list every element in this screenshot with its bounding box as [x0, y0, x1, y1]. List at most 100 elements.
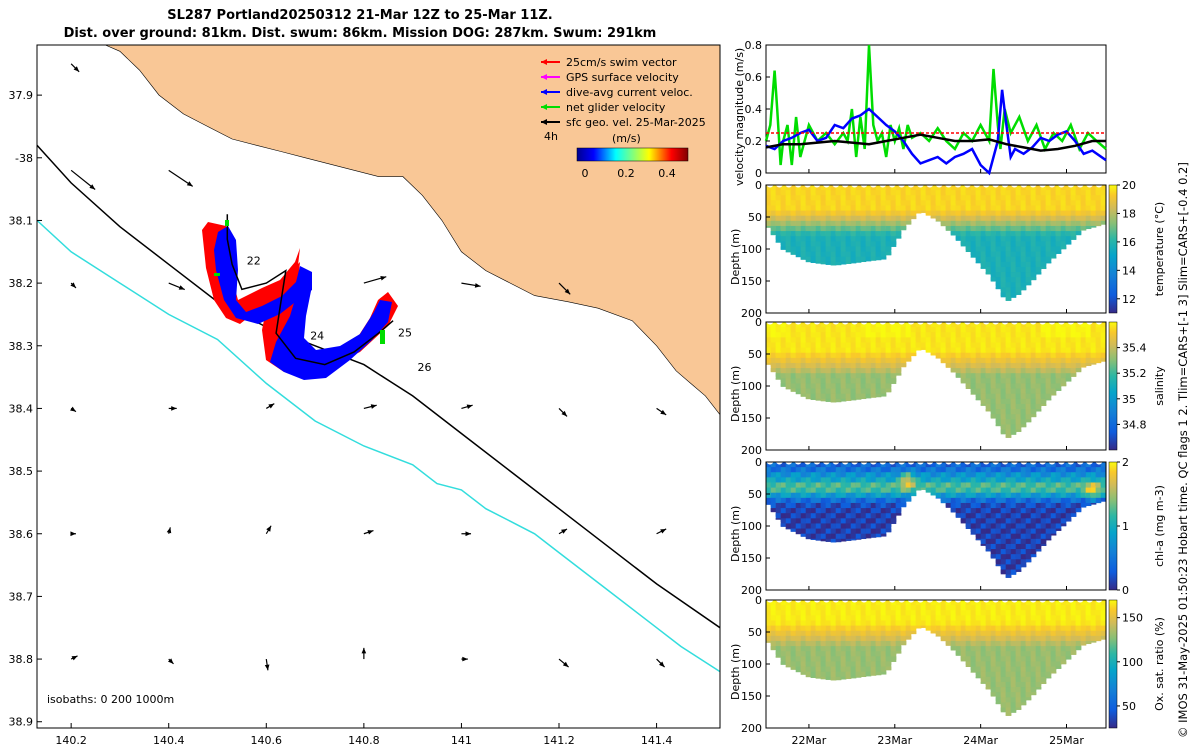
section-cell — [1000, 388, 1007, 398]
section-cell — [870, 388, 877, 398]
section-cell — [1060, 610, 1067, 619]
section-cell — [765, 347, 772, 357]
section-cell — [855, 630, 862, 640]
section-cell — [1040, 620, 1047, 630]
section-cell — [790, 205, 797, 215]
section-cell — [1060, 487, 1067, 497]
section-cell — [810, 236, 817, 245]
section-cell — [875, 508, 882, 517]
section-cell — [765, 482, 772, 492]
section-cell — [835, 518, 842, 527]
section-cell — [965, 651, 972, 660]
section-cell — [885, 625, 892, 635]
section-cell — [855, 502, 862, 512]
section-cell — [1015, 403, 1022, 413]
section-cell — [995, 195, 1002, 204]
section-cell — [1045, 225, 1052, 235]
section-cell — [765, 472, 772, 481]
section-cell — [1060, 373, 1067, 382]
surface-scallop — [766, 457, 774, 465]
section-cell — [1000, 332, 1007, 341]
geo-vector-arrowhead — [465, 531, 472, 537]
section-cell — [850, 251, 857, 261]
section-cell — [895, 610, 902, 619]
section-cell — [1095, 625, 1102, 635]
section-cell — [1020, 241, 1027, 250]
section-cell — [910, 487, 917, 497]
surface-scallop — [1010, 180, 1018, 188]
section-cell — [910, 477, 917, 486]
surface-scallop — [1039, 317, 1047, 325]
surface-scallop — [1095, 180, 1103, 188]
section-cell — [1005, 620, 1012, 630]
section-cell — [1060, 220, 1067, 230]
section-cell — [810, 615, 817, 624]
section-cell — [1015, 414, 1022, 423]
section-cell — [890, 236, 897, 245]
section-cell — [880, 513, 887, 522]
section-cell — [865, 502, 872, 512]
section-cell — [950, 487, 957, 497]
section-cell — [1010, 564, 1017, 573]
section-cell — [990, 635, 997, 645]
section-cell — [835, 482, 842, 492]
section-cell — [1010, 513, 1017, 522]
section-cell — [885, 383, 892, 393]
section-cell — [835, 676, 842, 681]
section-cell — [865, 620, 872, 630]
section-cell — [825, 523, 832, 533]
section-cell — [885, 195, 892, 204]
section-cell — [875, 513, 882, 522]
section-cell — [780, 605, 787, 614]
surface-scallop — [992, 180, 1000, 188]
section-cell — [1080, 640, 1087, 646]
section-cell — [785, 528, 792, 530]
section-cell — [795, 322, 802, 331]
section-cell — [950, 322, 957, 331]
section-cell — [940, 625, 947, 635]
section-cell — [1095, 337, 1102, 346]
section-cell — [850, 538, 857, 541]
section-cell — [1005, 687, 1012, 696]
section-cell — [970, 256, 977, 258]
section-cell — [995, 373, 1002, 382]
section-cell — [955, 625, 962, 635]
section-cell — [770, 625, 777, 635]
section-cell — [815, 241, 822, 250]
section-cell — [1000, 610, 1007, 619]
section-cell — [890, 656, 897, 662]
section-cell — [880, 533, 887, 537]
section-cell — [965, 630, 972, 640]
surface-scallop — [1067, 317, 1075, 325]
section-cell — [925, 347, 932, 353]
section-cell — [1085, 347, 1092, 357]
section-cell — [835, 251, 842, 261]
section-cell — [855, 342, 862, 352]
section-cell — [815, 352, 822, 362]
section-cell — [780, 635, 787, 645]
section-cell — [1085, 610, 1092, 619]
section-cell — [850, 352, 857, 362]
surface-scallop — [841, 180, 849, 188]
section-cell — [1025, 676, 1032, 686]
section-cell — [995, 236, 1002, 245]
section-cell — [1100, 635, 1107, 640]
section-cell — [1015, 646, 1022, 655]
section-cell — [825, 231, 832, 240]
section-cell — [1005, 287, 1012, 296]
section-cell — [940, 615, 947, 624]
section-cell — [985, 220, 992, 230]
section-cell — [765, 625, 772, 635]
section-cell — [850, 241, 857, 250]
section-cell — [835, 195, 842, 204]
section-cell — [1015, 185, 1022, 194]
section-cell — [775, 352, 782, 362]
section-cell — [870, 347, 877, 357]
section-cell — [1035, 497, 1042, 507]
section-cell — [845, 528, 852, 538]
section-cell — [1070, 630, 1077, 640]
surface-scallop — [963, 317, 971, 325]
section-cell — [810, 497, 817, 507]
section-cell — [945, 215, 952, 225]
section-cell — [1035, 352, 1042, 362]
